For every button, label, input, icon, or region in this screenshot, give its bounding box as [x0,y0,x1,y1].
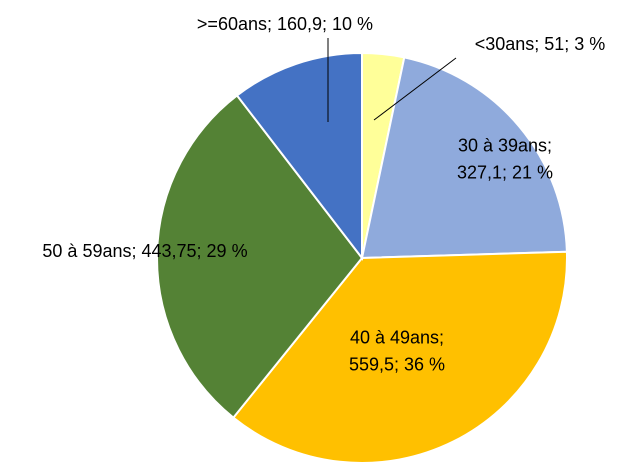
pie [156,51,568,463]
leader-line [373,57,457,121]
data-label: >=60ans; 160,9; 10 % [197,14,373,34]
data-label: 327,1; 21 % [457,162,553,182]
data-label: 40 à 49ans; [350,327,444,347]
pie-slice [231,250,568,463]
pie-slice [156,94,364,420]
data-label: 50 à 59ans; 443,75; 29 % [42,241,247,261]
data-label: 559,5; 36 % [349,354,445,374]
pie-slice [360,56,568,260]
pie-slice [235,51,363,261]
data-label: 30 à 39ans; [458,135,552,155]
data-label: <30ans; 51; 3 % [475,34,606,54]
